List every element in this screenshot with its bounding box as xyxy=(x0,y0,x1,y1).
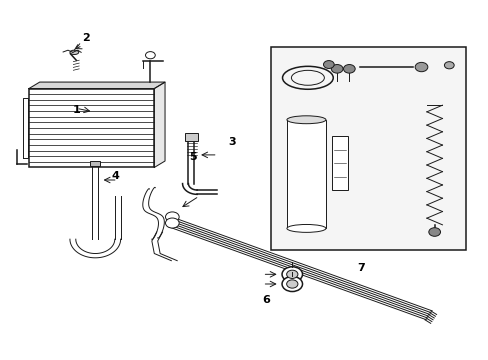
Circle shape xyxy=(330,64,342,73)
Bar xyxy=(184,134,198,140)
Bar xyxy=(90,161,100,166)
Circle shape xyxy=(145,51,155,59)
Ellipse shape xyxy=(282,66,332,89)
Polygon shape xyxy=(154,82,164,167)
Text: 3: 3 xyxy=(228,138,236,147)
Circle shape xyxy=(282,276,302,292)
Circle shape xyxy=(428,228,440,236)
Text: 5: 5 xyxy=(189,152,197,162)
Text: 6: 6 xyxy=(262,295,270,305)
Circle shape xyxy=(165,212,179,222)
Circle shape xyxy=(323,60,333,68)
Ellipse shape xyxy=(291,70,324,85)
Circle shape xyxy=(414,62,427,72)
Ellipse shape xyxy=(70,50,79,54)
Text: 1: 1 xyxy=(72,105,80,115)
Ellipse shape xyxy=(286,225,325,232)
Circle shape xyxy=(444,62,453,69)
Text: 7: 7 xyxy=(357,263,365,273)
Polygon shape xyxy=(29,89,154,167)
Bar xyxy=(331,136,347,190)
Circle shape xyxy=(343,64,354,73)
Circle shape xyxy=(165,218,179,228)
Text: 4: 4 xyxy=(111,171,119,181)
Polygon shape xyxy=(29,82,164,89)
Circle shape xyxy=(286,270,297,278)
Text: 2: 2 xyxy=(82,33,90,43)
Bar xyxy=(286,120,325,228)
Bar xyxy=(271,47,466,250)
Circle shape xyxy=(282,267,302,282)
Circle shape xyxy=(286,280,297,288)
Ellipse shape xyxy=(286,116,325,124)
